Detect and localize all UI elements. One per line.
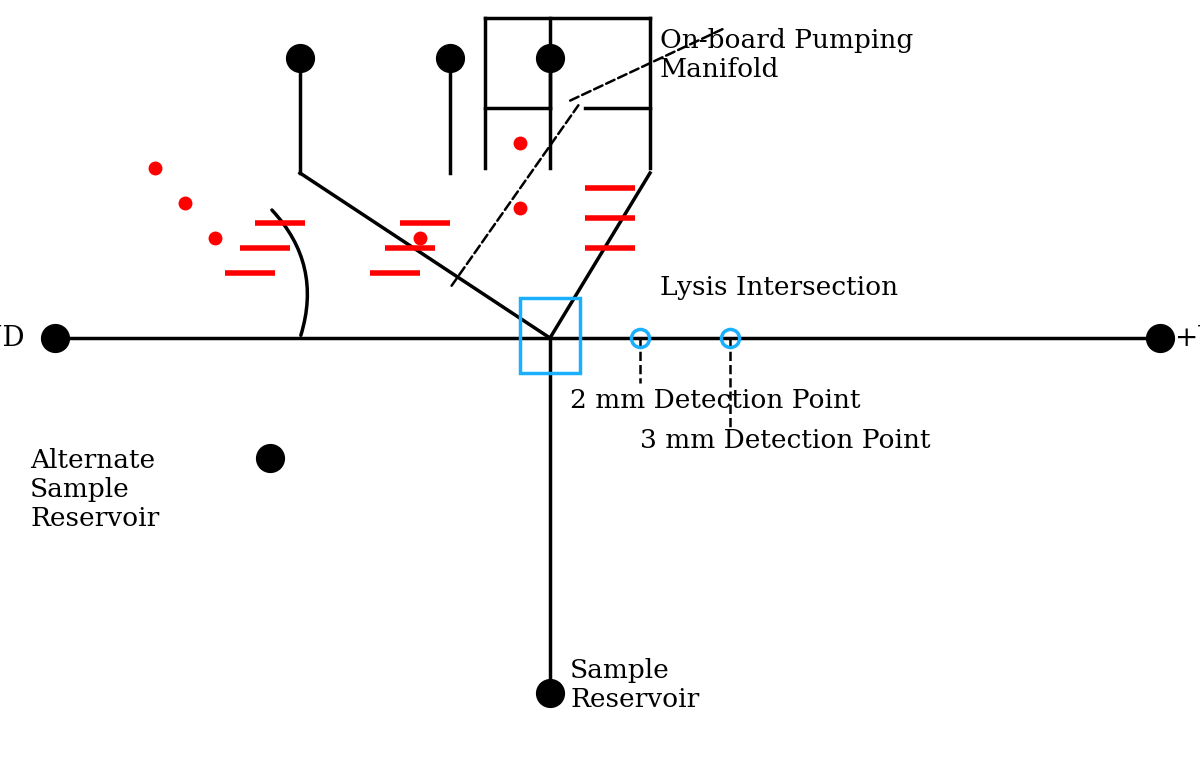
Bar bbox=[520, 298, 580, 373]
Text: Alternate
Sample
Reservoir: Alternate Sample Reservoir bbox=[30, 448, 160, 531]
Text: 2 mm Detection Point: 2 mm Detection Point bbox=[570, 388, 860, 413]
Text: GND: GND bbox=[0, 324, 25, 352]
Text: +V: +V bbox=[1175, 324, 1200, 352]
Text: Sample
Reservoir: Sample Reservoir bbox=[570, 658, 700, 712]
Text: On-board Pumping
Manifold: On-board Pumping Manifold bbox=[660, 28, 913, 82]
FancyArrowPatch shape bbox=[272, 210, 307, 335]
Text: Lysis Intersection: Lysis Intersection bbox=[660, 275, 898, 300]
Text: 3 mm Detection Point: 3 mm Detection Point bbox=[640, 428, 930, 453]
